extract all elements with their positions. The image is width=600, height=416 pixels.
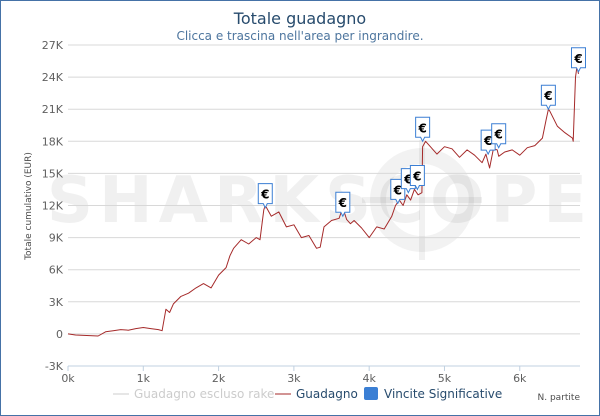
y-tick-label: 0	[56, 328, 63, 341]
win-marker[interactable]: €	[491, 123, 507, 149]
legend-swatch-blue	[364, 387, 378, 400]
chart-title: Totale guadagno	[233, 9, 366, 28]
y-tick-label: 6K	[49, 264, 64, 277]
y-tick-label: 21K	[42, 103, 64, 116]
y-tick-label: 12K	[42, 200, 64, 213]
win-marker[interactable]: €	[257, 183, 273, 209]
win-marker-flag	[491, 123, 507, 149]
legend-label-escluso-rake: Guadagno escluso rake	[134, 387, 274, 401]
y-axis-ticks: -3K 0 3K 6K 9K 12K 15K 18K 21K 24K 27K	[42, 39, 64, 373]
y-tick-label: 27K	[42, 39, 64, 52]
win-marker[interactable]: €	[570, 47, 586, 73]
win-marker-symbol: €	[393, 183, 402, 197]
win-marker-symbol: €	[483, 134, 492, 148]
legend-label-guadagno: Guadagno	[296, 387, 358, 401]
chart-subtitle: Clicca e trascina nell'area per ingrandi…	[176, 29, 423, 43]
legend-item-guadagno[interactable]: Guadagno	[275, 387, 358, 401]
legend-item-escluso-rake[interactable]: Guadagno escluso rake	[113, 387, 274, 401]
y-tick-label: 15K	[42, 167, 64, 180]
y-axis-title: Totale cumulativo (EUR)	[24, 152, 34, 261]
win-marker[interactable]: €	[409, 164, 425, 191]
x-tick-label: 5k	[438, 372, 452, 385]
legend-label-vincite: Vincite Significative	[384, 387, 502, 401]
win-marker-symbol: €	[494, 128, 503, 142]
x-tick-label: 6k	[513, 372, 527, 385]
y-tick-label: 18K	[42, 135, 64, 148]
legend-item-vincite[interactable]: Vincite Significative	[364, 387, 502, 401]
win-marker-flag	[570, 47, 586, 73]
win-marker-flag	[409, 164, 425, 191]
win-marker-symbol: €	[412, 169, 421, 183]
x-axis-ticks: 0k 1k 2k 3k 4k 5k 6k	[61, 365, 580, 385]
watermark-text: SHARKSCOPE	[47, 164, 593, 238]
x-tick-label: 2k	[212, 372, 226, 385]
x-axis-title: N. partite	[538, 393, 581, 403]
win-marker-flag	[335, 191, 351, 218]
series-guadagno[interactable]	[67, 65, 579, 337]
x-tick-label: 3k	[287, 372, 301, 385]
win-marker[interactable]: €	[335, 191, 351, 218]
x-tick-label: 4k	[362, 372, 376, 385]
y-tick-label: -3K	[45, 360, 64, 373]
legend: Guadagno escluso rake Guadagno Vincite S…	[113, 387, 502, 401]
y-tick-label: 3K	[49, 296, 64, 309]
significant-win-markers[interactable]: €€€€ €€€ €€€	[257, 47, 586, 218]
win-marker-symbol: €	[403, 173, 412, 187]
win-marker-symbol: €	[338, 196, 347, 210]
win-marker-symbol: €	[543, 89, 552, 103]
win-marker[interactable]: €	[415, 116, 431, 143]
win-marker-flag	[415, 116, 431, 143]
win-marker[interactable]: €	[540, 84, 556, 111]
x-tick-label: 1k	[137, 372, 151, 385]
win-marker-symbol: €	[417, 121, 426, 135]
win-marker-symbol: €	[260, 188, 269, 202]
y-tick-label: 24K	[42, 71, 64, 84]
x-tick-label: 0k	[61, 372, 75, 385]
y-tick-label: 9K	[49, 232, 64, 245]
series-line-guadagno[interactable]	[67, 65, 579, 337]
win-marker-symbol: €	[573, 52, 582, 66]
win-marker-flag	[540, 84, 556, 111]
win-marker-flag	[257, 183, 273, 209]
